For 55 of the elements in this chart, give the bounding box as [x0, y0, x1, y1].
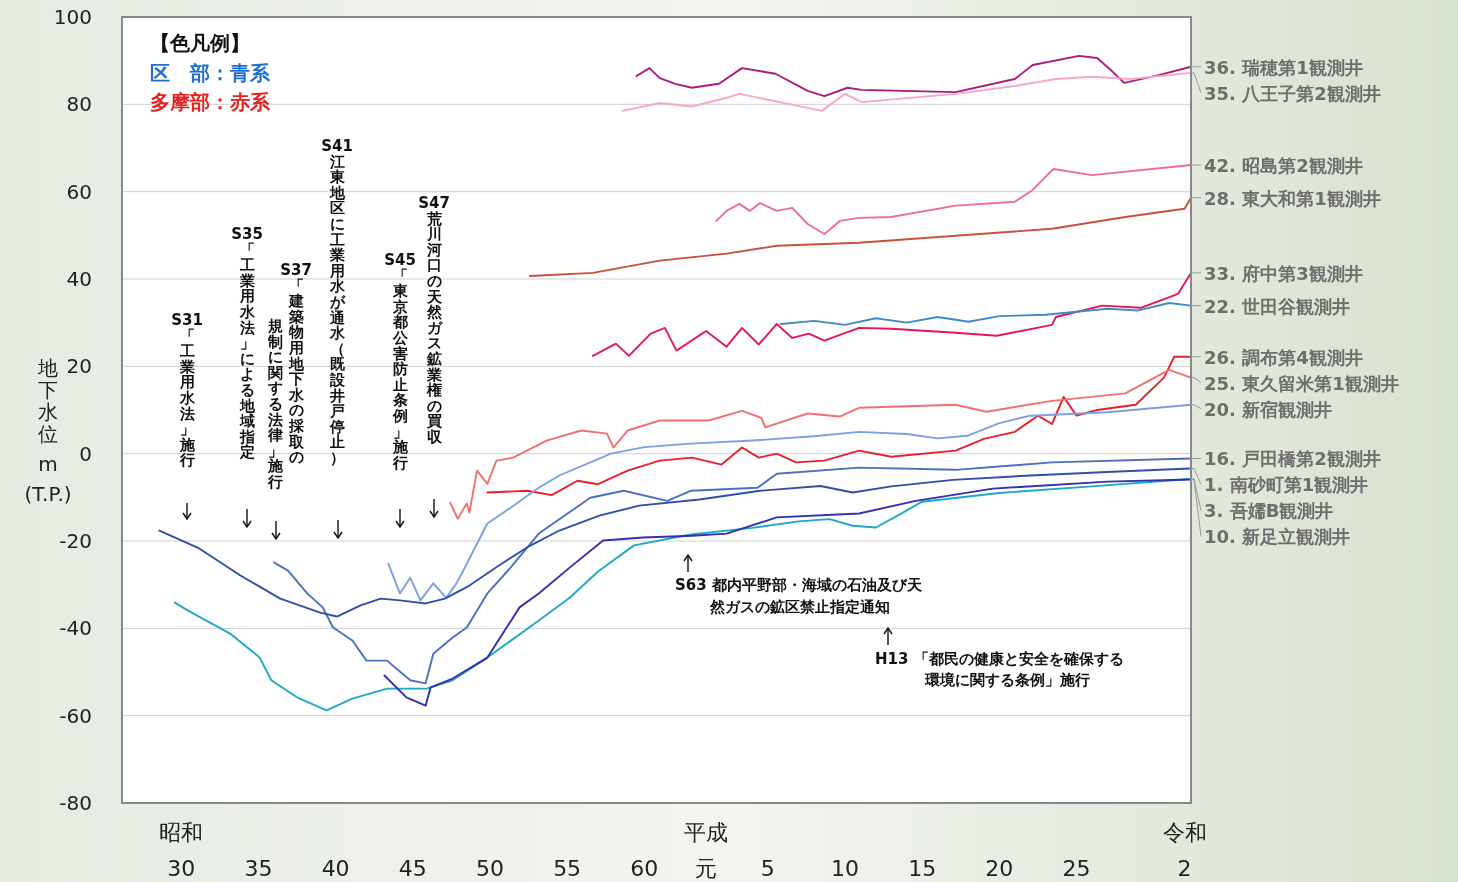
x-tick-label: 60 [630, 856, 659, 881]
series-label: 42. 昭島第2観測井 [1204, 155, 1363, 177]
y-tick-label: -20 [59, 529, 92, 553]
x-tick-label: 平成元 [684, 820, 729, 881]
line-series [383, 478, 1192, 707]
series-label: 36. 瑞穂第1観測井 [1204, 56, 1363, 78]
line-series [591, 271, 1192, 357]
line-series [779, 302, 1192, 326]
x-tick-label: 10 [831, 856, 860, 881]
series-label: 16. 戸田橋第2観測井 [1204, 448, 1381, 470]
x-tick-label: 25 [1062, 856, 1091, 881]
line-series [635, 54, 1192, 97]
x-tick-label: 55 [553, 856, 582, 881]
annotation: H13 「都民の健康と安全を確保する環境に関する条例」施行 [875, 650, 1124, 689]
series-label: 28. 東大和第1観測井 [1204, 187, 1381, 209]
annotation: 区 部：青系 [150, 61, 271, 85]
series-label: 33. 府中第3観測井 [1204, 262, 1363, 284]
x-tick-label: 50 [475, 856, 504, 881]
x-tick-label: 昭和30 [159, 820, 204, 881]
series-label: 1. 南砂町第1観測井 [1204, 474, 1369, 496]
x-tick-label: 20 [985, 856, 1014, 881]
line-series [621, 71, 1192, 112]
series-label: 26. 調布第4観測井 [1204, 346, 1363, 368]
x-tick-label: 令和2 [1162, 820, 1207, 881]
annotation: S63 都内平野部・海域の石油及び天然ガスの鉱区禁止指定通知 [675, 576, 923, 616]
y-tick-label: 0 [79, 441, 92, 466]
y-tick-label: -40 [59, 616, 92, 641]
x-tick-label: 15 [908, 856, 937, 881]
text: S45「東京都公害防止条例」施行 [384, 251, 416, 472]
y-tick-label: 60 [66, 179, 92, 204]
text: S41江東地区に工業用水が通水（既設井戸停止） [321, 137, 353, 467]
series-label: 35. 八王子第2観測井 [1204, 82, 1381, 104]
y-tick-label: 80 [66, 92, 92, 117]
line-series [715, 164, 1192, 235]
x-tick-label: 35 [244, 856, 273, 881]
series-label: 22. 世田谷観測井 [1204, 295, 1351, 317]
series-label: 3. 吾嬬B観測井 [1204, 500, 1334, 522]
series-label: 20. 新宿観測井 [1204, 398, 1333, 420]
annotation: 【色凡例】 [150, 31, 250, 55]
x-tick-label: 45 [398, 856, 427, 881]
y-tick-label: -60 [59, 703, 92, 728]
text: 10. 新足立観測井 [1204, 526, 1351, 548]
y-tick-label: 100 [53, 5, 92, 29]
y-tick-label: 40 [66, 267, 92, 291]
text: S31「工業用水法」施行 [171, 311, 203, 470]
text: S35「工業用水法」による地域指定 [231, 225, 263, 462]
line-series [528, 196, 1192, 277]
text: S47荒川河口の天然ガス鉱業権の買収 [418, 194, 450, 446]
line-series [449, 368, 1192, 520]
y-tick-label: -80 [59, 791, 92, 815]
series-label: 25. 東久留米第1観測井 [1204, 372, 1399, 394]
x-tick-label: 5 [760, 856, 775, 881]
line-series [486, 355, 1192, 497]
annotation: 多摩部：赤系 [150, 90, 271, 114]
x-tick-label: 40 [321, 856, 350, 881]
